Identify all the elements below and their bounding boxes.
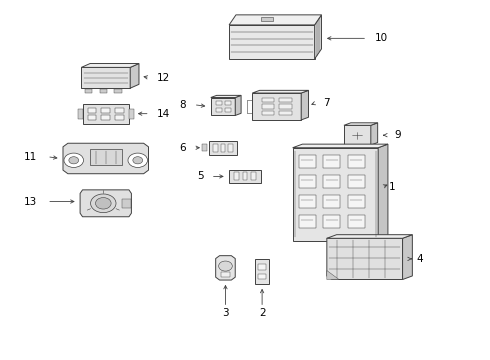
Bar xyxy=(114,89,122,93)
Bar xyxy=(262,98,274,102)
Bar xyxy=(221,272,230,277)
Bar xyxy=(90,149,122,165)
Polygon shape xyxy=(252,93,301,120)
Bar xyxy=(299,215,316,228)
Bar xyxy=(115,108,124,113)
Polygon shape xyxy=(130,63,139,88)
Polygon shape xyxy=(77,109,82,118)
Bar xyxy=(225,101,231,105)
Bar xyxy=(122,199,131,208)
Text: 14: 14 xyxy=(157,109,171,119)
Text: 11: 11 xyxy=(24,152,37,162)
Bar xyxy=(262,104,274,109)
Text: 2: 2 xyxy=(259,308,266,318)
Bar xyxy=(88,115,97,120)
Polygon shape xyxy=(80,190,131,217)
Bar xyxy=(234,172,239,180)
Bar xyxy=(279,98,292,102)
Polygon shape xyxy=(216,256,235,280)
Bar xyxy=(323,195,340,208)
Text: 4: 4 xyxy=(416,254,423,264)
Bar xyxy=(347,154,365,168)
Polygon shape xyxy=(293,144,388,148)
Polygon shape xyxy=(293,148,378,241)
Text: 12: 12 xyxy=(157,73,171,83)
Polygon shape xyxy=(252,90,309,93)
Bar xyxy=(323,154,340,168)
Text: 8: 8 xyxy=(180,100,186,110)
Polygon shape xyxy=(229,170,261,183)
Circle shape xyxy=(128,153,147,167)
Bar xyxy=(299,154,316,168)
Bar xyxy=(347,215,365,228)
Polygon shape xyxy=(82,104,129,123)
Polygon shape xyxy=(255,259,269,284)
Polygon shape xyxy=(327,235,413,238)
Bar xyxy=(216,108,221,112)
Bar xyxy=(347,175,365,188)
Text: 1: 1 xyxy=(389,182,396,192)
Circle shape xyxy=(64,153,83,167)
Bar xyxy=(279,111,292,115)
Bar xyxy=(262,111,274,115)
Bar xyxy=(99,89,107,93)
Bar xyxy=(85,89,92,93)
Text: 5: 5 xyxy=(197,171,203,181)
Text: 6: 6 xyxy=(180,143,186,153)
Text: 7: 7 xyxy=(323,98,330,108)
Polygon shape xyxy=(81,63,139,67)
Circle shape xyxy=(133,157,143,164)
Bar xyxy=(225,108,231,112)
Bar xyxy=(299,195,316,208)
Bar xyxy=(216,101,221,105)
Bar xyxy=(258,274,266,279)
Polygon shape xyxy=(209,140,237,155)
Bar xyxy=(279,104,292,109)
Polygon shape xyxy=(327,271,339,279)
Polygon shape xyxy=(229,15,321,25)
Bar xyxy=(214,144,218,152)
Circle shape xyxy=(96,198,111,209)
Bar xyxy=(228,144,233,152)
Circle shape xyxy=(69,157,78,164)
Text: 13: 13 xyxy=(24,197,37,207)
Bar xyxy=(101,108,110,113)
Polygon shape xyxy=(403,235,413,279)
Text: 3: 3 xyxy=(222,308,229,318)
Bar xyxy=(221,144,225,152)
Polygon shape xyxy=(235,95,241,116)
Bar xyxy=(243,172,247,180)
Polygon shape xyxy=(327,238,403,279)
Bar xyxy=(261,17,273,21)
Polygon shape xyxy=(211,98,235,116)
Polygon shape xyxy=(344,125,371,145)
Circle shape xyxy=(91,194,116,213)
Polygon shape xyxy=(81,67,130,88)
Bar xyxy=(323,215,340,228)
Polygon shape xyxy=(63,143,148,174)
Polygon shape xyxy=(371,123,378,145)
Circle shape xyxy=(219,261,232,271)
Polygon shape xyxy=(378,144,388,241)
Bar xyxy=(251,172,256,180)
Polygon shape xyxy=(129,109,134,118)
Polygon shape xyxy=(315,15,321,59)
Text: 10: 10 xyxy=(374,33,388,43)
Polygon shape xyxy=(211,95,241,98)
Bar xyxy=(101,115,110,120)
Bar xyxy=(202,144,207,151)
Text: 9: 9 xyxy=(394,130,401,140)
Bar xyxy=(299,175,316,188)
Bar xyxy=(88,108,97,113)
Polygon shape xyxy=(301,90,309,120)
Polygon shape xyxy=(344,123,378,125)
Bar xyxy=(115,115,124,120)
Bar xyxy=(323,175,340,188)
Polygon shape xyxy=(229,25,315,59)
Bar xyxy=(347,195,365,208)
Bar xyxy=(258,264,266,270)
